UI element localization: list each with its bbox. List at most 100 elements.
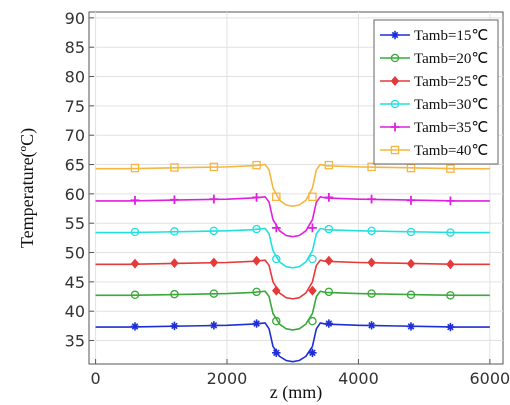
data-point-marker [252,224,261,234]
data-point-marker [367,162,376,172]
y-tick-label: 65 [65,156,85,175]
data-point-marker [367,226,376,236]
data-point-marker [308,348,317,358]
data-point-marker [446,322,455,332]
legend-item: Tamb=20℃ [380,51,488,67]
data-point-marker [308,192,317,202]
data-point-marker [406,290,416,300]
data-point-marker [252,255,261,266]
legend-swatch-marker [390,76,400,86]
data-point-marker [446,164,455,173]
data-point-marker [130,195,140,205]
legend-item: Tamb=30℃ [380,97,488,113]
y-tick-label: 40 [65,302,85,321]
legend-swatch-marker [390,99,400,109]
legend-label: Tamb=25℃ [414,74,488,90]
data-point-marker [406,322,416,331]
data-point-marker [406,258,416,269]
y-tick-label: 45 [65,273,85,292]
y-tick-label: 85 [65,38,85,57]
legend-box [373,19,499,165]
x-tick-label: 6000 [469,369,510,388]
data-point-marker [406,227,416,237]
data-point-marker [308,285,317,296]
data-point-marker [446,228,455,237]
legend-swatch-marker [390,122,400,132]
data-point-marker [272,254,281,264]
series-0 [95,319,490,363]
series-1 [95,287,490,331]
data-point-marker [308,223,317,233]
data-point-marker [324,255,334,266]
y-tick-label: 60 [65,185,85,204]
legend-label: Tamb=35℃ [414,120,488,136]
data-point-marker [130,258,140,269]
data-point-marker [130,322,140,331]
data-point-marker [272,285,281,296]
data-point-marker [324,160,334,170]
legend-label: Tamb=15℃ [414,28,488,44]
data-point-marker [170,258,179,269]
data-point-marker [130,163,140,173]
y-tick-label: 50 [65,244,85,263]
legend-item: Tamb=25℃ [380,74,488,90]
data-point-marker [272,316,281,326]
legend-swatch-marker [390,30,400,40]
series-line [95,163,490,207]
series-line [95,227,490,269]
data-point-marker [272,348,281,358]
data-point-marker [272,192,281,202]
data-point-marker [252,287,261,297]
data-point-marker [209,321,219,330]
series-3 [95,224,490,269]
x-tick-label: 0 [90,369,100,388]
legend-item: Tamb=35℃ [380,120,488,136]
legend-label: Tamb=20℃ [414,51,488,67]
data-point-marker [324,287,334,297]
data-point-marker [271,223,281,233]
data-point-marker [252,319,261,328]
data-point-marker [252,160,261,170]
data-point-marker [209,162,219,172]
data-point-marker [209,289,219,298]
y-tick-label: 75 [65,97,85,116]
axis-ticks: 0 2000 4000 6000 35 40 45 50 55 60 65 70 75 80 85 90 [65,9,510,388]
data-point-marker [324,224,334,234]
legend-label: Tamb=30℃ [414,97,488,113]
series-line [95,290,490,331]
x-tick-label: 2000 [207,369,248,388]
data-point-marker [308,316,317,326]
data-point-marker [367,321,376,330]
data-point-marker [446,196,455,206]
series-layer [95,160,490,363]
data-point-marker [446,291,455,300]
legend-label: Tamb=40℃ [414,143,488,159]
y-tick-label: 90 [65,9,85,28]
data-point-marker [209,257,219,268]
data-point-marker [170,289,179,299]
data-point-marker [308,254,317,264]
grid-lines [89,12,503,364]
legend-swatch-marker [390,53,400,63]
y-tick-label: 70 [65,126,85,145]
series-2 [95,255,490,300]
y-tick-label: 55 [65,214,85,233]
data-point-marker [446,259,455,270]
y-tick-label: 35 [65,332,85,351]
data-point-marker [406,195,416,205]
x-tick-label: 4000 [338,369,379,388]
data-point-marker [170,321,179,331]
data-point-marker [209,194,219,204]
x-axis-label: z (mm) [270,382,322,403]
data-point-marker [367,289,376,298]
data-point-marker [367,194,376,204]
legend-item: Tamb=15℃ [380,28,488,44]
data-point-marker [209,226,219,236]
series-4 [95,192,490,238]
data-point-marker [367,257,376,268]
data-point-marker [324,319,334,328]
y-axis-label: Temperature(ºC) [17,128,38,248]
legend-swatch-marker [390,145,400,155]
data-point-marker [130,290,140,300]
data-point-marker [324,192,334,202]
